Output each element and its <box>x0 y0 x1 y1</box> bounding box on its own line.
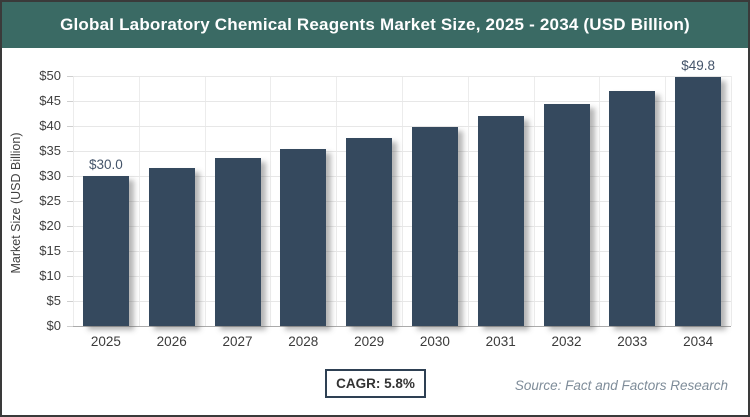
bar-2028 <box>280 148 327 326</box>
y-tick-label: $30 <box>39 168 61 183</box>
bar-2029 <box>346 138 393 326</box>
x-tick-label-2034: 2034 <box>683 334 714 349</box>
horizontal-gridline <box>73 176 731 177</box>
x-tick-label-2031: 2031 <box>485 334 516 349</box>
bar-2032 <box>543 103 590 326</box>
horizontal-gridline <box>73 201 731 202</box>
y-tick-label: $35 <box>39 143 61 158</box>
chart-footer: CAGR: 5.8% Source: Fact and Factors Rese… <box>2 364 748 415</box>
y-tick-mark <box>67 226 73 227</box>
x-axis-line <box>73 326 731 327</box>
x-tick-label-2025: 2025 <box>90 334 121 349</box>
vertical-gridline <box>731 76 732 326</box>
y-tick-label: $25 <box>39 193 61 208</box>
bar-2026 <box>148 167 195 326</box>
bar-2033 <box>609 90 656 326</box>
bar-2031 <box>477 115 524 326</box>
bar-2027 <box>214 158 261 326</box>
chart-title-band: Global Laboratory Chemical Reagents Mark… <box>2 2 748 48</box>
y-tick-label: $0 <box>46 318 61 333</box>
bar-value-label-2034: $49.8 <box>681 58 715 73</box>
bar-value-label-2025: $30.0 <box>89 157 123 172</box>
y-tick-label: $45 <box>39 93 61 108</box>
horizontal-gridline <box>73 301 731 302</box>
y-tick-mark <box>67 101 73 102</box>
x-tick-label-2029: 2029 <box>354 334 385 349</box>
horizontal-gridline <box>73 76 731 77</box>
horizontal-gridline <box>73 101 731 102</box>
chart-title: Global Laboratory Chemical Reagents Mark… <box>60 15 690 34</box>
cagr-box: CAGR: 5.8% <box>325 369 426 398</box>
y-tick-mark <box>67 126 73 127</box>
bar-2030 <box>411 127 458 326</box>
y-tick-label: $15 <box>39 243 61 258</box>
y-tick-mark <box>67 76 73 77</box>
horizontal-gridline <box>73 126 731 127</box>
y-tick-label: $20 <box>39 218 61 233</box>
y-tick-mark <box>67 326 73 327</box>
x-tick-label-2027: 2027 <box>222 334 253 349</box>
y-tick-mark <box>67 251 73 252</box>
y-tick-mark <box>67 201 73 202</box>
horizontal-gridline <box>73 276 731 277</box>
bar-2025 <box>82 176 129 326</box>
x-tick-label-2032: 2032 <box>551 334 582 349</box>
y-tick-mark <box>67 151 73 152</box>
x-tick-label-2026: 2026 <box>156 334 187 349</box>
y-tick-label: $10 <box>39 268 61 283</box>
x-tick-label-2028: 2028 <box>288 334 319 349</box>
bar-2034 <box>675 77 722 326</box>
x-tick-label-2030: 2030 <box>419 334 450 349</box>
chart-region: Market Size (USD Billion) $30.0 $49.8 $0 $… <box>2 48 748 368</box>
cagr-label: CAGR: 5.8% <box>336 376 415 391</box>
y-tick-label: $40 <box>39 118 61 133</box>
y-tick-label: $5 <box>46 293 61 308</box>
horizontal-gridline <box>73 226 731 227</box>
horizontal-gridline <box>73 251 731 252</box>
horizontal-gridline <box>73 151 731 152</box>
source-note: Source: Fact and Factors Research <box>514 378 728 393</box>
plot-area: $30.0 $49.8 <box>73 58 732 327</box>
y-tick-mark <box>67 301 73 302</box>
y-tick-mark <box>67 276 73 277</box>
y-tick-label: $50 <box>39 68 61 83</box>
y-tick-mark <box>67 176 73 177</box>
x-tick-label-2033: 2033 <box>617 334 648 349</box>
